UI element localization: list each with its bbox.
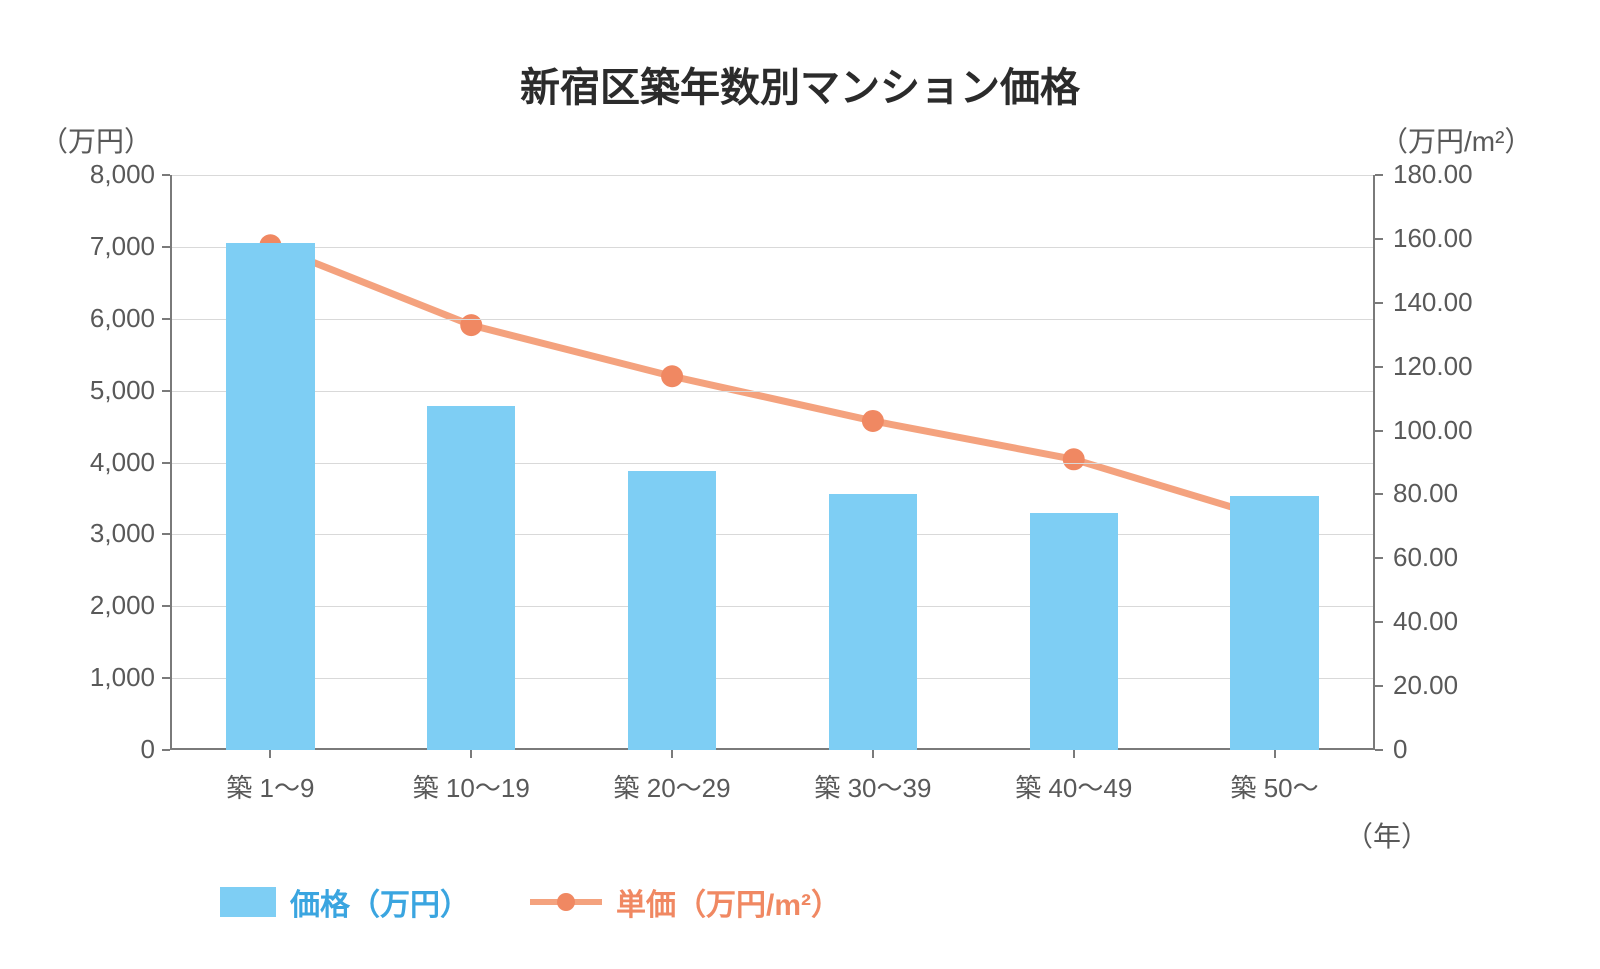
y2-tick-label: 140.00: [1393, 287, 1473, 318]
y1-tick-label: 0: [60, 734, 155, 765]
chart-container: 新宿区築年数別マンション価格 （万円） （万円/m²） （年） 価格（万円） 単…: [0, 0, 1600, 969]
y2-axis-unit: （万円/m²）: [1380, 120, 1532, 160]
bar: [427, 406, 515, 750]
y1-axis-unit: （万円）: [40, 120, 152, 160]
x-tick: [269, 750, 271, 758]
y1-tick: [162, 605, 170, 607]
line-path: [270, 245, 1274, 520]
grid-line: [170, 175, 1375, 176]
x-tick: [470, 750, 472, 758]
y2-tick: [1375, 366, 1383, 368]
y1-tick: [162, 390, 170, 392]
y2-tick: [1375, 557, 1383, 559]
grid-line: [170, 319, 1375, 320]
y2-tick: [1375, 238, 1383, 240]
grid-line: [170, 463, 1375, 464]
legend-label-bars: 価格（万円）: [290, 880, 470, 924]
legend-label-line: 単価（万円/m²）: [616, 880, 841, 924]
y1-tick-label: 5,000: [60, 375, 155, 406]
y1-tick-label: 3,000: [60, 518, 155, 549]
x-tick-label: 築 10～19: [413, 768, 530, 805]
chart-legend: 価格（万円） 単価（万円/m²）: [220, 880, 841, 924]
y1-tick: [162, 246, 170, 248]
y1-tick-label: 8,000: [60, 159, 155, 190]
y2-axis-line: [1373, 175, 1375, 750]
y2-tick: [1375, 621, 1383, 623]
line-marker: [460, 314, 482, 336]
y2-tick: [1375, 749, 1383, 751]
x-axis-line: [170, 748, 1375, 750]
bar: [1030, 513, 1118, 750]
plot-area: [170, 175, 1375, 750]
grid-line: [170, 606, 1375, 607]
x-tick: [671, 750, 673, 758]
grid-line: [170, 534, 1375, 535]
x-tick-label: 築 1～9: [226, 768, 314, 805]
y1-tick-label: 6,000: [60, 303, 155, 334]
y1-tick-label: 2,000: [60, 590, 155, 621]
legend-item-line: 単価（万円/m²）: [530, 880, 841, 924]
bar: [628, 471, 716, 750]
line-marker: [1063, 448, 1085, 470]
x-tick: [872, 750, 874, 758]
bar: [1230, 496, 1318, 750]
y2-tick: [1375, 174, 1383, 176]
y2-tick: [1375, 302, 1383, 304]
y1-tick: [162, 677, 170, 679]
y1-tick: [162, 462, 170, 464]
legend-swatch-bar: [220, 887, 276, 917]
legend-line-marker-icon: [557, 893, 575, 911]
y2-tick-label: 180.00: [1393, 159, 1473, 190]
bar: [829, 494, 917, 750]
y1-tick-label: 7,000: [60, 231, 155, 262]
y1-tick: [162, 533, 170, 535]
grid-line: [170, 678, 1375, 679]
y2-tick-label: 100.00: [1393, 415, 1473, 446]
x-tick: [1073, 750, 1075, 758]
chart-title: 新宿区築年数別マンション価格: [0, 55, 1600, 113]
grid-line: [170, 247, 1375, 248]
x-tick-label: 築 20～29: [614, 768, 731, 805]
y1-tick-label: 1,000: [60, 662, 155, 693]
y1-tick: [162, 318, 170, 320]
y1-tick: [162, 174, 170, 176]
y1-tick-label: 4,000: [60, 447, 155, 478]
y2-tick-label: 80.00: [1393, 478, 1458, 509]
legend-item-bars: 価格（万円）: [220, 880, 470, 924]
line-marker: [661, 365, 683, 387]
x-tick: [1274, 750, 1276, 758]
x-axis-unit: （年）: [1345, 815, 1429, 855]
y1-axis-line: [170, 175, 172, 750]
y1-tick: [162, 749, 170, 751]
grid-line: [170, 391, 1375, 392]
y2-tick-label: 60.00: [1393, 542, 1458, 573]
legend-swatch-line: [530, 887, 602, 917]
y2-tick: [1375, 430, 1383, 432]
y2-tick: [1375, 493, 1383, 495]
y2-tick: [1375, 685, 1383, 687]
y2-tick-label: 120.00: [1393, 351, 1473, 382]
x-tick-label: 築 30～39: [814, 768, 931, 805]
x-tick-label: 築 50～: [1231, 768, 1319, 805]
y2-tick-label: 160.00: [1393, 223, 1473, 254]
x-tick-label: 築 40～49: [1015, 768, 1132, 805]
y2-tick-label: 0: [1393, 734, 1407, 765]
line-marker: [862, 410, 884, 432]
y2-tick-label: 40.00: [1393, 606, 1458, 637]
bar: [226, 243, 314, 750]
y2-tick-label: 20.00: [1393, 670, 1458, 701]
